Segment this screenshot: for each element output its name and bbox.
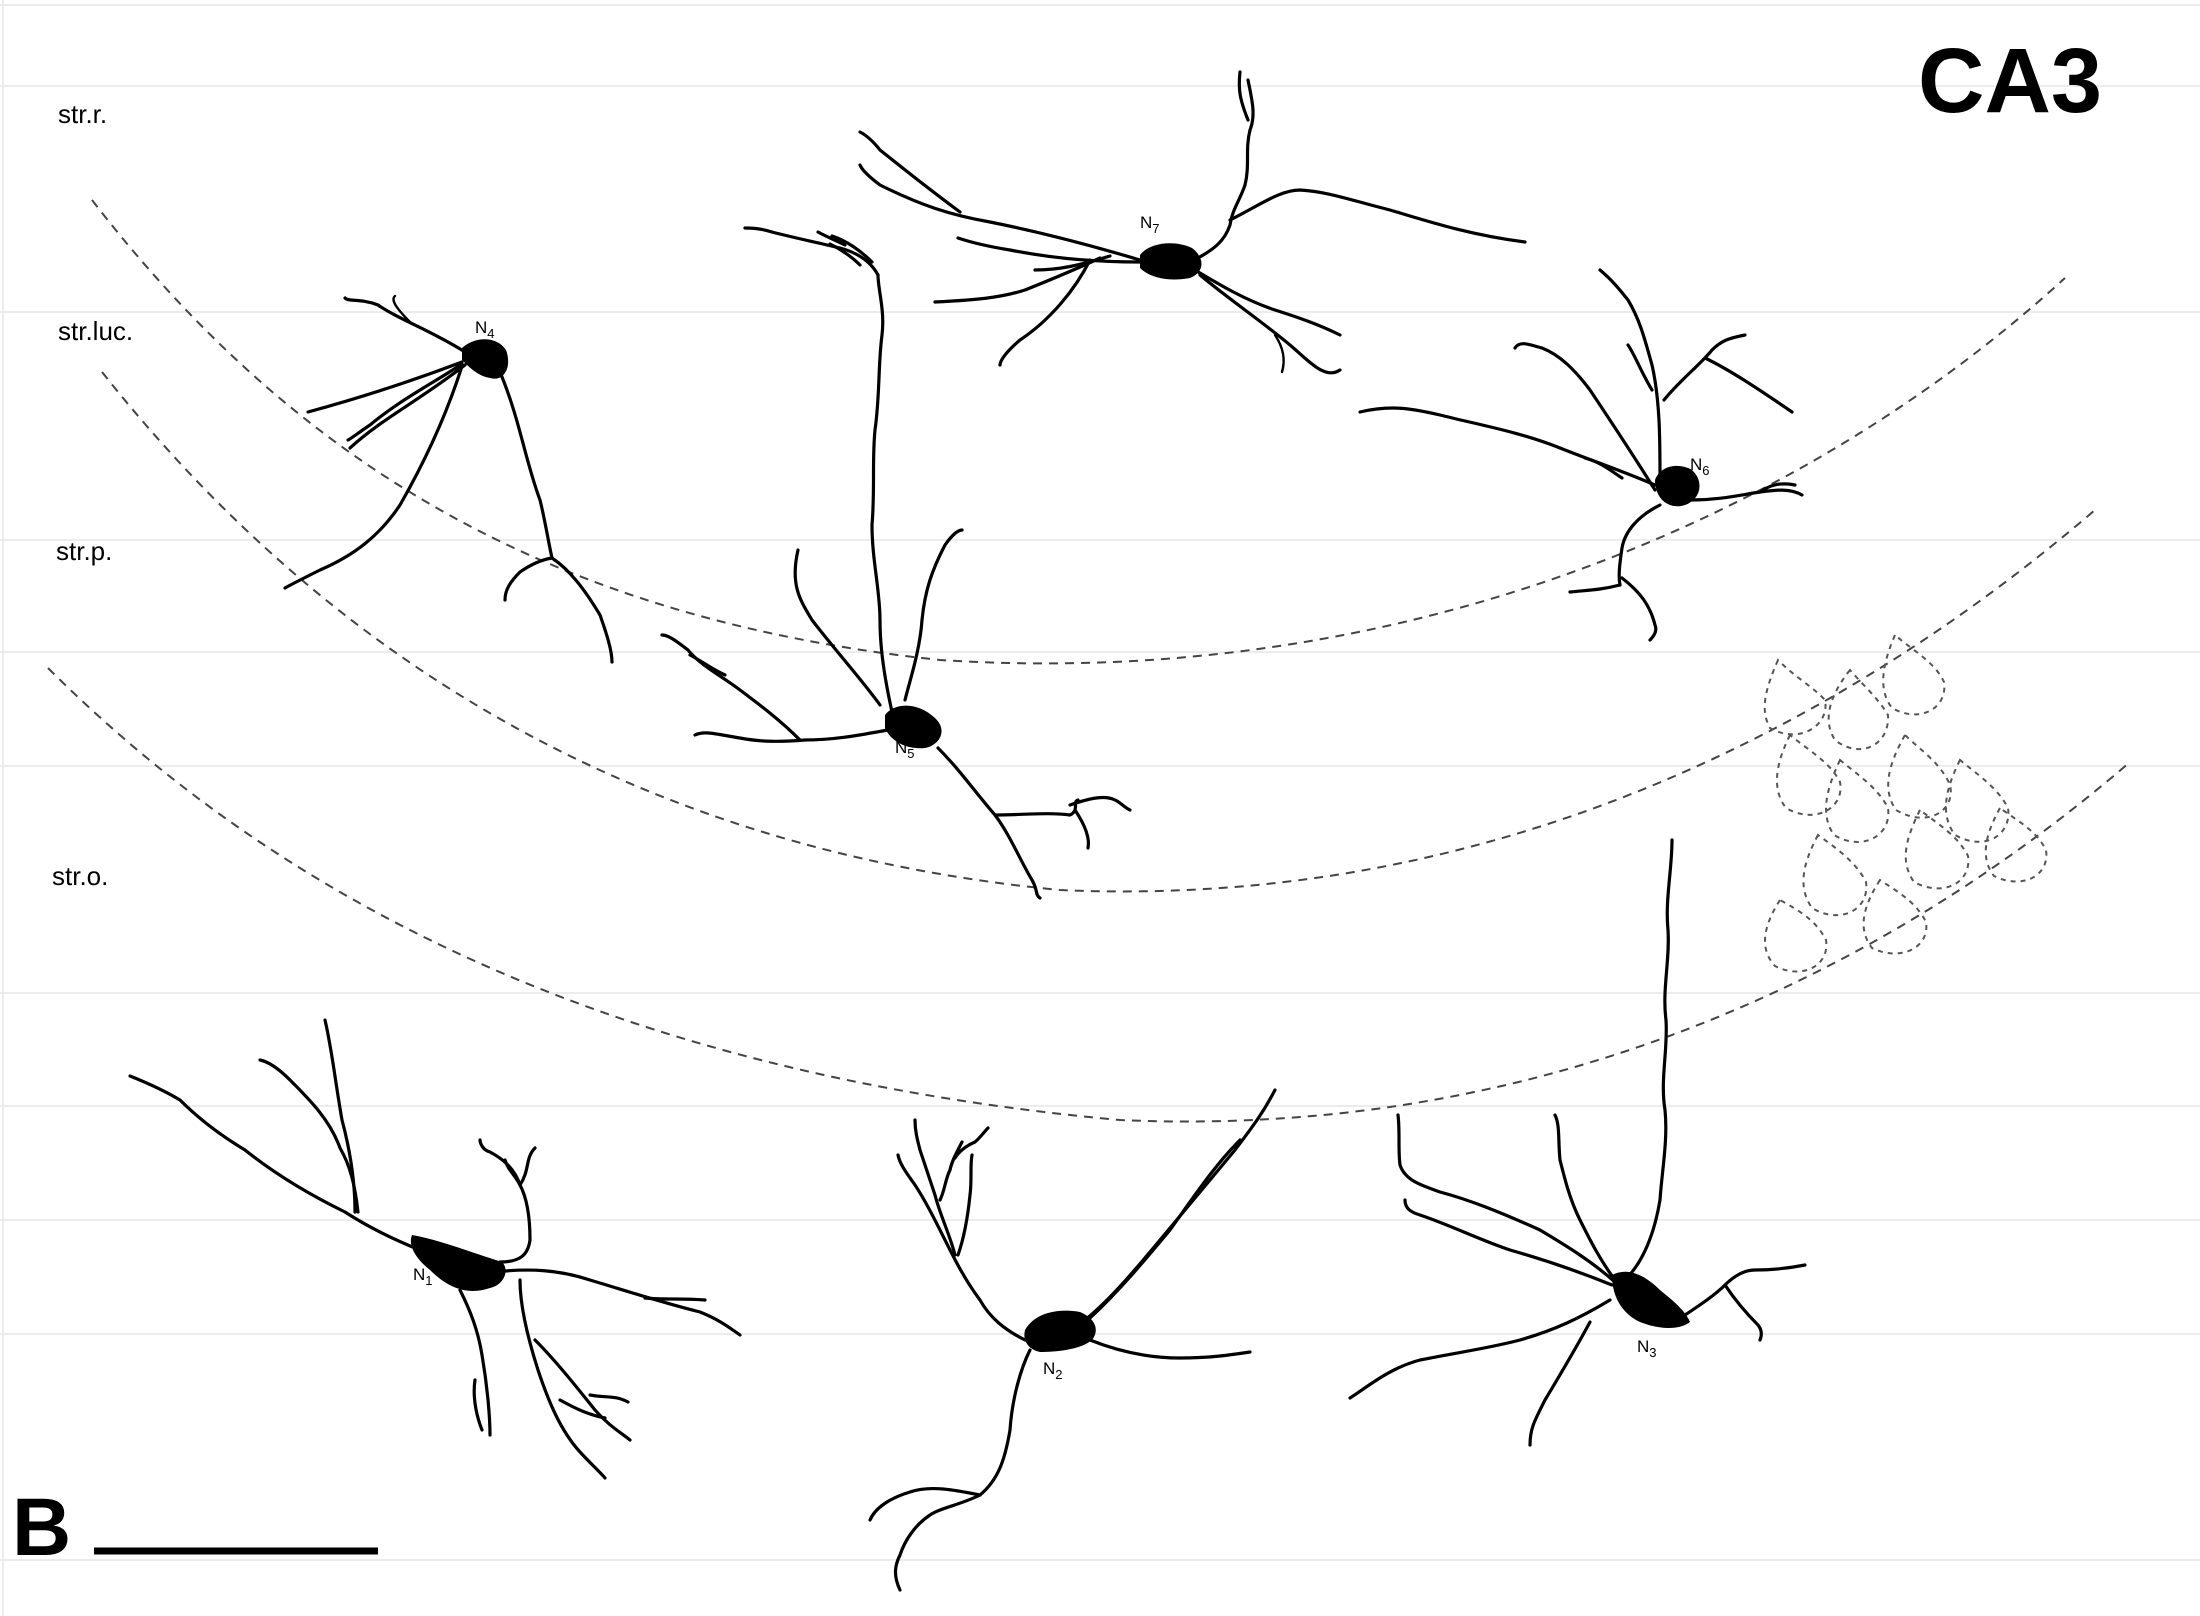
neuron-n4: [283, 294, 614, 664]
layer-label-str-r: str.r.: [58, 99, 107, 129]
layer-boundaries: [47, 199, 2131, 1123]
panel-label: B: [12, 1482, 71, 1573]
boundary-p-o: [47, 667, 2131, 1123]
granule-cell-outlines: [1763, 633, 2048, 973]
neuron-label-n1: N1: [413, 1265, 433, 1288]
neuron-label-n5: N5: [895, 738, 915, 761]
neuron-label-n3: N3: [1637, 1337, 1657, 1360]
neuron-n6: [1358, 268, 1804, 642]
neuron-label-n4: N4: [475, 318, 495, 341]
neuron-n1: [128, 1018, 742, 1480]
neuron-label-n2: N2: [1043, 1359, 1063, 1382]
boundary-luc-p: [101, 371, 2096, 893]
neuron-n2: [868, 1088, 1277, 1592]
neuron-label-n6: N6: [1690, 455, 1710, 478]
layer-label-str-p: str.p.: [56, 536, 112, 566]
region-label: CA3: [1918, 30, 2102, 132]
layer-label-str-o: str.o.: [52, 861, 108, 891]
boundary-luc-upper: [91, 199, 2066, 665]
neuron-n5: [660, 226, 1132, 900]
neuron-n7: [858, 70, 1527, 375]
neuron-label-n7: N7: [1140, 213, 1160, 236]
layer-label-str-luc: str.luc.: [58, 316, 133, 346]
neuron-n3: [1348, 838, 1807, 1447]
